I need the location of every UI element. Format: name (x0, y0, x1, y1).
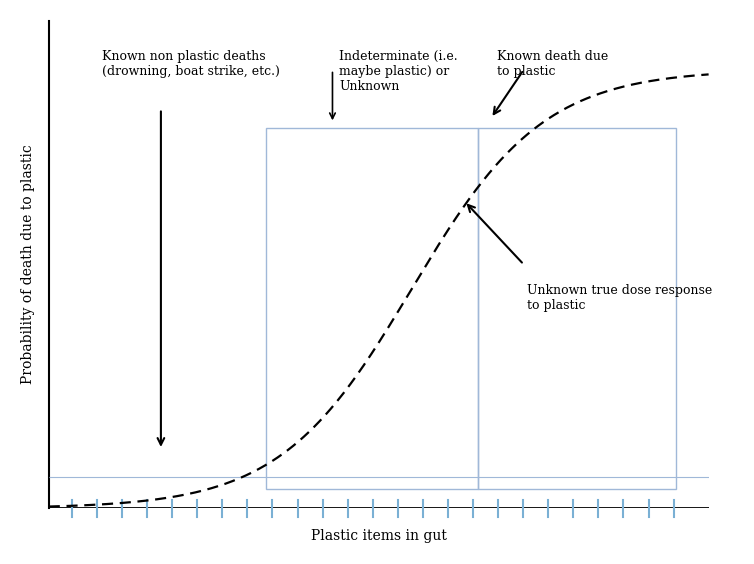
Bar (266, 128, 477, 489)
X-axis label: Plastic items in gut: Plastic items in gut (311, 529, 446, 543)
Text: Indeterminate (i.e.
maybe plastic) or
Unknown: Indeterminate (i.e. maybe plastic) or Un… (339, 50, 458, 93)
Y-axis label: Probability of death due to plastic: Probability of death due to plastic (21, 145, 35, 385)
Text: Unknown true dose response
to plastic: Unknown true dose response to plastic (527, 284, 713, 312)
Text: Known death due
to plastic: Known death due to plastic (498, 50, 608, 78)
Text: Known non plastic deaths
(drowning, boat strike, etc.): Known non plastic deaths (drowning, boat… (102, 50, 280, 78)
Bar (477, 128, 676, 489)
